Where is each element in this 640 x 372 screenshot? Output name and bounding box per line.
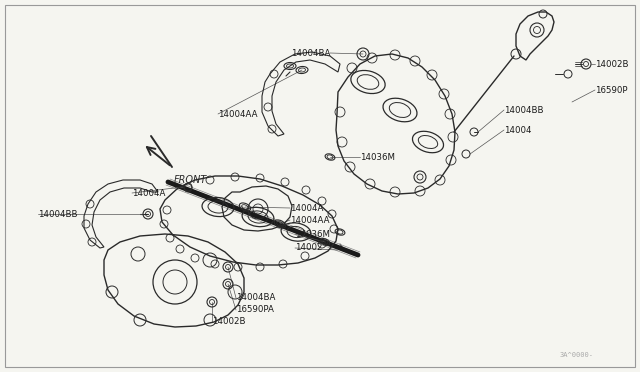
Text: 14036M: 14036M [295,230,330,238]
Text: 14004BA: 14004BA [291,48,330,58]
Text: 14002: 14002 [295,244,323,253]
Text: 14002B: 14002B [595,60,628,68]
Text: 14004BA: 14004BA [236,294,275,302]
Text: 14004BB: 14004BB [504,106,543,115]
Text: 14004AA: 14004AA [290,215,330,224]
Text: 14004BB: 14004BB [38,209,77,218]
Text: 14004AA: 14004AA [218,109,257,119]
Text: FRONT: FRONT [174,175,207,185]
Text: 16590PA: 16590PA [236,305,274,314]
Text: 3A^0000-: 3A^0000- [560,352,594,358]
Text: 14004A: 14004A [290,203,323,212]
Text: 16590P: 16590P [595,86,627,94]
Text: 14004: 14004 [504,125,531,135]
Text: 14036M: 14036M [360,153,395,161]
Text: 14004A: 14004A [132,189,165,198]
Text: 14002B: 14002B [212,317,246,327]
